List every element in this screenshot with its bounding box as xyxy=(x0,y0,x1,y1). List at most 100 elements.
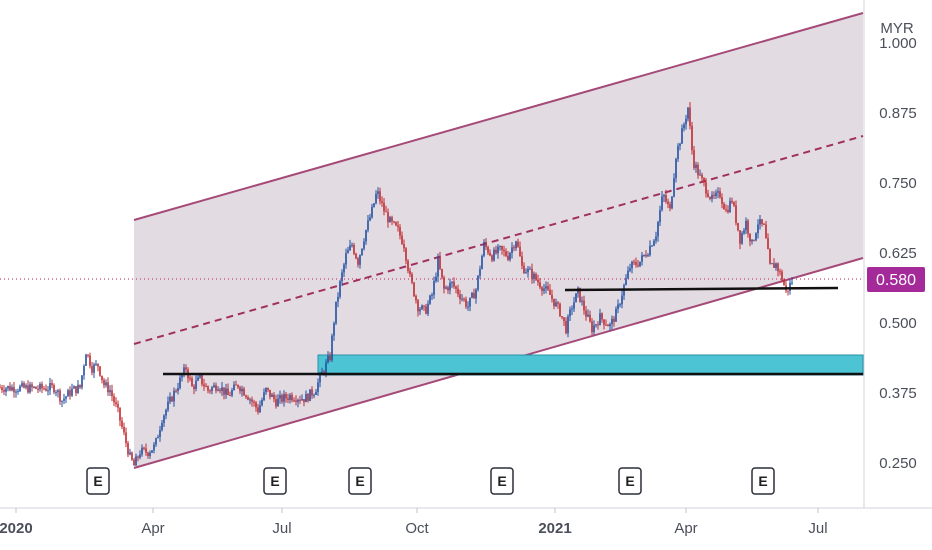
candle-body xyxy=(141,447,143,455)
candle-body xyxy=(35,386,37,389)
candle-body xyxy=(477,275,479,290)
earnings-marker[interactable]: E xyxy=(618,467,642,495)
candle-body xyxy=(229,395,231,397)
candle-body xyxy=(177,388,179,392)
candle-body xyxy=(139,454,141,458)
candle-body xyxy=(267,387,269,390)
candle-body xyxy=(301,399,303,401)
candle-body xyxy=(573,302,575,309)
candle-body xyxy=(645,254,647,257)
candle-body xyxy=(373,203,375,207)
channel-middle-line[interactable] xyxy=(133,135,864,345)
candle-body xyxy=(123,426,125,433)
candle-body xyxy=(415,295,417,301)
candle-body xyxy=(437,257,439,277)
candle-body xyxy=(89,355,91,367)
candle-body xyxy=(85,354,87,366)
candle-body xyxy=(73,386,75,389)
candle-body xyxy=(763,223,765,225)
candle-body xyxy=(113,396,115,403)
candle-body xyxy=(29,384,31,393)
earnings-marker-box[interactable] xyxy=(751,467,775,495)
candle-body xyxy=(383,202,385,212)
earnings-marker[interactable]: E xyxy=(490,467,514,495)
last-price-label: 0.580 xyxy=(876,272,916,289)
candle-body xyxy=(331,335,333,360)
candle-body xyxy=(325,362,327,373)
candle-body xyxy=(629,268,631,271)
candle-body xyxy=(445,287,447,289)
earnings-marker-label: E xyxy=(497,473,506,489)
candle-body xyxy=(735,205,737,223)
candle-body xyxy=(449,283,451,291)
candle-body xyxy=(109,390,111,393)
earnings-marker[interactable]: E xyxy=(348,467,372,495)
earnings-marker-box[interactable] xyxy=(263,467,287,495)
candle-body xyxy=(115,402,117,405)
candle-body xyxy=(359,255,361,265)
candle-body xyxy=(53,385,55,393)
candle-body xyxy=(741,233,743,244)
candle-body xyxy=(637,264,639,267)
earnings-marker-box[interactable] xyxy=(86,467,110,495)
earnings-marker-box[interactable] xyxy=(618,467,642,495)
candle-body xyxy=(167,401,169,410)
candle-body xyxy=(647,255,649,257)
candle-body xyxy=(351,244,353,246)
earnings-marker[interactable]: E xyxy=(751,467,775,495)
candle-body xyxy=(149,452,151,456)
candle-body xyxy=(381,201,383,203)
candle-body xyxy=(565,321,567,334)
candle-body xyxy=(579,287,581,302)
candle-body xyxy=(33,386,35,388)
channel-upper-line[interactable] xyxy=(133,12,864,221)
earnings-marker[interactable]: E xyxy=(263,467,287,495)
support-line-upper[interactable] xyxy=(564,286,839,292)
candle-body xyxy=(493,249,495,261)
candle-body xyxy=(209,390,211,392)
candle-body xyxy=(235,384,237,386)
candle-body xyxy=(399,227,401,236)
earnings-marker[interactable]: E xyxy=(86,467,110,495)
candle-body xyxy=(627,270,629,279)
candle-body xyxy=(303,399,305,403)
candle-body xyxy=(341,272,343,282)
candle-body xyxy=(393,221,395,223)
candle-body xyxy=(99,366,101,376)
candle-body xyxy=(547,286,549,290)
candle-body xyxy=(455,286,457,289)
candle-body xyxy=(395,222,397,226)
earnings-marker-box[interactable] xyxy=(348,467,372,495)
candle-body xyxy=(559,303,561,317)
candle-body xyxy=(173,390,175,402)
candle-body xyxy=(675,158,677,179)
candle-body xyxy=(515,241,517,249)
candle-body xyxy=(523,265,525,274)
candle-body xyxy=(545,286,547,289)
candle-body xyxy=(701,174,703,179)
candle-body xyxy=(287,398,289,400)
candle-body xyxy=(259,405,261,413)
price-tick-label: 0.875 xyxy=(879,105,917,122)
candle-body xyxy=(707,193,709,198)
candle-body xyxy=(357,258,359,265)
earnings-marker-box[interactable] xyxy=(490,467,514,495)
candle-body xyxy=(757,224,759,234)
support-zone[interactable] xyxy=(317,354,864,376)
candle-body xyxy=(431,294,433,296)
candle-body xyxy=(91,366,93,373)
candle-body xyxy=(321,371,323,374)
candle-body xyxy=(55,392,57,394)
time-tick-label: 2021 xyxy=(538,520,571,537)
candle-body xyxy=(479,269,481,276)
candle-body xyxy=(313,394,315,396)
candle-body xyxy=(83,365,85,376)
candle-body xyxy=(751,239,753,242)
candle-body xyxy=(61,400,63,402)
candle-body xyxy=(429,295,431,304)
earnings-marker-label: E xyxy=(93,473,102,489)
candle-body xyxy=(335,301,337,324)
